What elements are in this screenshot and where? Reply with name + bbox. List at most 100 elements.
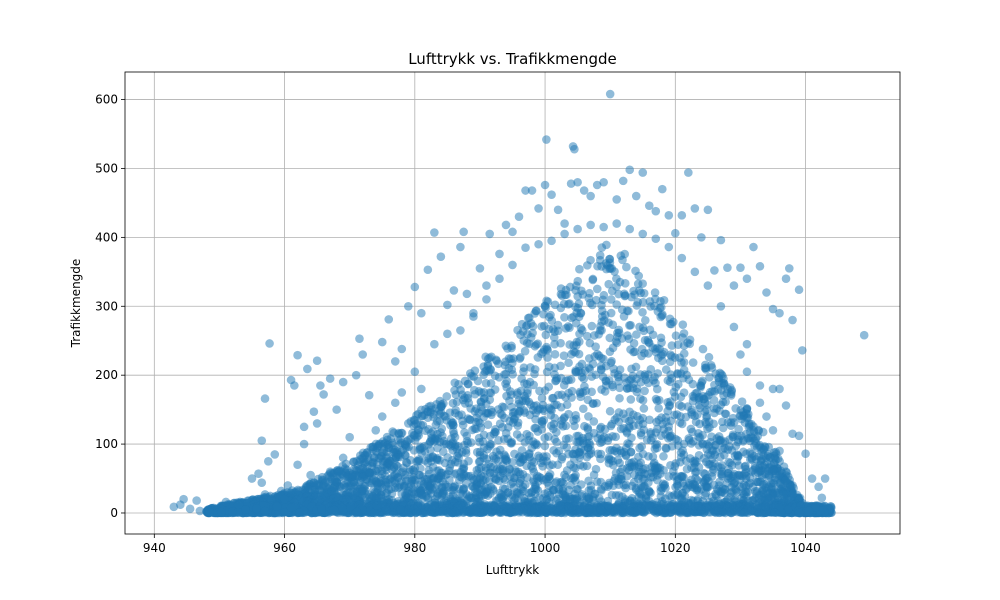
scatter-point	[776, 480, 786, 489]
scatter-point	[641, 315, 650, 325]
scatter-point	[757, 473, 767, 483]
scatter-point	[458, 420, 468, 430]
scatter-point	[616, 424, 626, 434]
scatter-point	[501, 456, 511, 465]
scatter-point	[502, 391, 511, 401]
scatter-point	[626, 395, 636, 404]
scatter-point	[646, 427, 655, 437]
scatter-point	[656, 351, 666, 360]
scatter-point	[760, 460, 770, 469]
scatter-point	[468, 425, 477, 435]
scatter-point	[621, 483, 630, 493]
scatter-point	[501, 341, 511, 351]
scatter-point	[510, 407, 519, 417]
scatter-point	[489, 469, 499, 478]
scatter-point	[590, 331, 599, 340]
scatter-point	[638, 279, 647, 288]
scatter-point	[583, 425, 593, 434]
scatter-point	[602, 240, 611, 250]
scatter-point	[658, 483, 667, 493]
scatter-point	[342, 494, 352, 504]
scatter-point	[734, 435, 743, 445]
scatter-point	[638, 308, 647, 317]
scatter-point	[732, 450, 742, 459]
scatter-point	[676, 392, 686, 402]
scatter-point	[549, 333, 559, 342]
scatter-point	[533, 339, 543, 348]
scatter-point	[734, 424, 743, 434]
scatter-point	[573, 303, 583, 313]
scatter-point	[619, 312, 629, 321]
scatter-point	[619, 447, 629, 457]
scatter-point	[659, 295, 669, 305]
scatter-point	[533, 405, 543, 415]
scatter-point	[634, 492, 644, 502]
scatter-point	[564, 358, 573, 368]
scatter-point	[561, 324, 571, 333]
scatter-point	[728, 430, 738, 440]
scatter-point	[713, 462, 723, 471]
scatter-point	[688, 437, 698, 446]
scatter-point	[483, 444, 492, 454]
scatter-point	[585, 505, 594, 515]
scatter-point	[464, 379, 473, 389]
scatter-point	[614, 491, 624, 500]
scatter-point	[667, 431, 676, 441]
scatter-point	[605, 376, 614, 385]
scatter-point	[571, 414, 581, 424]
scatter-point	[586, 485, 596, 495]
scatter-point	[650, 288, 660, 297]
scatter-point	[347, 478, 356, 488]
scatter-point	[676, 369, 686, 378]
scatter-point	[389, 428, 399, 438]
scatter-point	[389, 462, 399, 472]
scatter-point	[627, 433, 636, 443]
scatter-point	[494, 493, 504, 503]
scatter-point	[435, 456, 444, 465]
scatter-point	[636, 430, 646, 440]
scatter-point	[707, 363, 717, 372]
scatter-point	[567, 386, 577, 396]
scatter-point	[622, 384, 632, 393]
scatter-point	[464, 456, 473, 466]
scatter-point	[457, 410, 466, 419]
scatter-point	[615, 393, 624, 403]
scatter-point	[585, 338, 595, 348]
scatter-point	[625, 423, 634, 433]
scatter-point	[544, 382, 554, 392]
scatter-point	[690, 501, 699, 511]
scatter-point	[617, 474, 626, 484]
scatter-point	[560, 470, 569, 480]
scatter-point	[756, 443, 766, 453]
scatter-point	[710, 441, 720, 450]
scatter-point	[612, 282, 621, 291]
scatter-point	[266, 494, 276, 504]
scatter-point	[718, 423, 728, 433]
scatter-point	[614, 289, 623, 299]
scatter-point	[556, 284, 566, 293]
scatter-point	[575, 460, 585, 470]
scatter-point	[418, 472, 428, 481]
scatter-point	[390, 455, 400, 464]
scatter-point	[515, 478, 524, 488]
scatter-point	[638, 323, 648, 333]
scatter-point	[720, 484, 729, 494]
scatter-point	[632, 387, 642, 397]
scatter-point	[371, 466, 381, 476]
scatter-point	[584, 412, 593, 421]
scatter-point	[745, 478, 755, 488]
scatter-point	[716, 400, 726, 410]
scatter-point	[702, 411, 712, 421]
scatter-point	[355, 455, 365, 464]
scatter-point	[543, 478, 552, 487]
scatter-point	[764, 470, 774, 479]
scatter-point	[688, 358, 698, 367]
scatter-point	[645, 325, 655, 335]
scatter-point	[640, 348, 649, 358]
scatter-point	[442, 392, 452, 401]
scatter-point	[491, 425, 500, 434]
scatter-point	[559, 351, 569, 361]
scatter-point	[444, 482, 453, 492]
scatter-point	[762, 486, 772, 496]
scatter-point	[595, 424, 605, 434]
